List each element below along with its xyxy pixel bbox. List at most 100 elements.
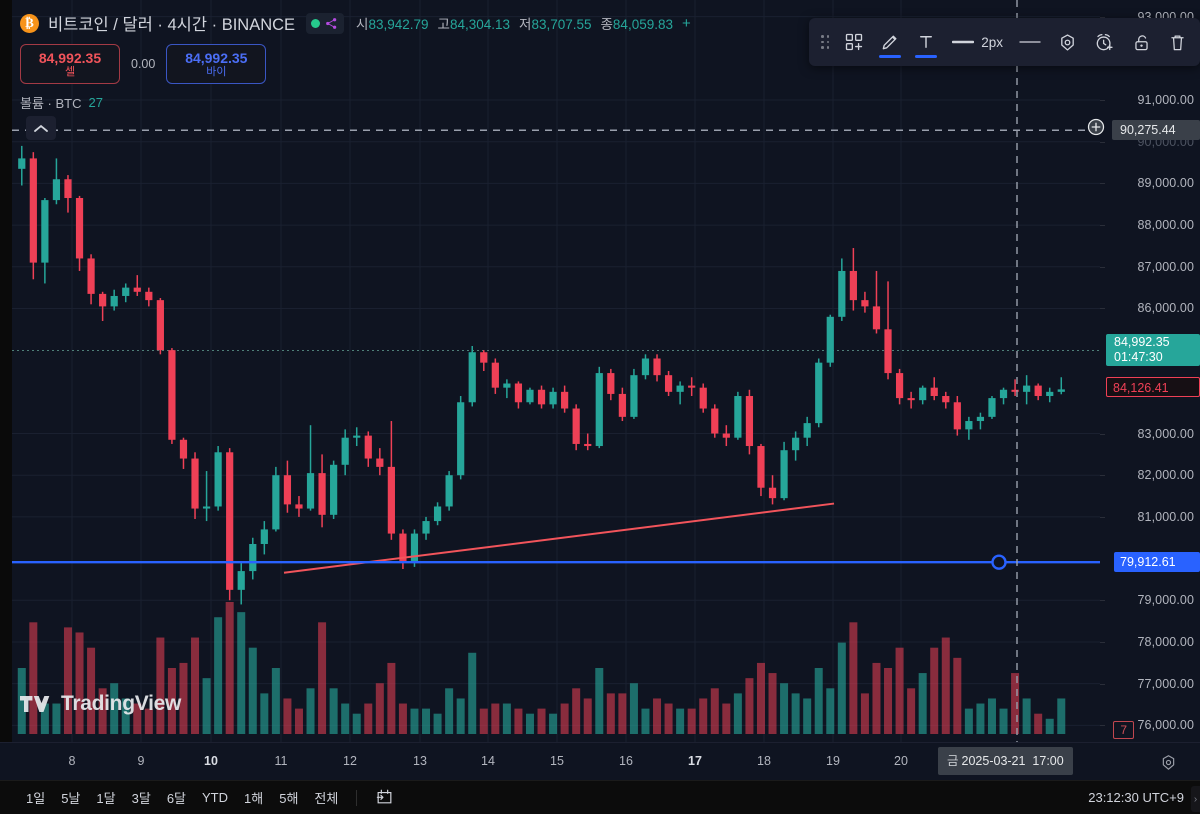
price-tick bbox=[1100, 600, 1105, 602]
chart-plot-area[interactable] bbox=[12, 0, 1100, 742]
chevron-up-icon bbox=[34, 124, 48, 132]
spread-value: 0.00 bbox=[131, 57, 156, 71]
price-axis-label-10: 78,000.00 bbox=[1137, 634, 1194, 649]
add-alert-at-price-button[interactable] bbox=[1086, 117, 1106, 143]
price-axis-label-11: 77,000.00 bbox=[1137, 676, 1194, 691]
symbol-row[interactable]: ₿ 비트코인 / 달러 · 4시간 · BINANCE 시83,942.79 고8… bbox=[20, 10, 691, 36]
right-panel-expand-handle[interactable]: › bbox=[1191, 786, 1200, 812]
line-style-button[interactable] bbox=[1012, 22, 1048, 62]
range-button-2[interactable]: 1달 bbox=[96, 791, 116, 806]
crosshair-price-value: 90,275.44 bbox=[1120, 123, 1176, 138]
calendar-goto-icon bbox=[377, 789, 392, 803]
range-button-6[interactable]: 1해 bbox=[244, 791, 264, 806]
range-button-7[interactable]: 5해 bbox=[279, 791, 299, 806]
line-width-button[interactable]: 2px bbox=[945, 22, 1010, 62]
last-price-value: 84,992.35 bbox=[1114, 335, 1170, 350]
time-axis-label-17: 17 bbox=[688, 754, 702, 768]
blue-line-price-tag[interactable]: 79,912.61 bbox=[1114, 552, 1200, 573]
price-tick bbox=[1100, 141, 1105, 143]
text-color-button[interactable] bbox=[909, 22, 943, 62]
drag-handle[interactable] bbox=[815, 35, 835, 49]
bottom-toolbar[interactable]: 1일 5날 1달 3달 6달 YTD 1해 5해 전체 23:12:30 UTC+9 bbox=[0, 780, 1200, 814]
ohlc-key: 종 bbox=[600, 17, 613, 32]
time-axis-label-19: 19 bbox=[826, 754, 840, 768]
lock-button[interactable] bbox=[1124, 22, 1158, 62]
price-axis-label-6: 83,000.00 bbox=[1137, 426, 1194, 441]
add-alert-button[interactable] bbox=[1087, 22, 1122, 62]
time-axis-label-12: 12 bbox=[343, 754, 357, 768]
time-axis[interactable]: 금 2025-03-21 17:00 8 9 10 11 12 13 14 15 16 17 18 19… bbox=[0, 742, 1200, 780]
status-pill[interactable] bbox=[306, 12, 345, 34]
price-axis-label-12: 76,000.00 bbox=[1137, 718, 1194, 733]
symbol-title[interactable]: 비트코인 / 달러 · 4시간 · BINANCE bbox=[48, 16, 296, 34]
last-price-tag: 84,992.35 01:47:30 bbox=[1106, 334, 1200, 367]
pencil-active-indicator bbox=[879, 55, 902, 58]
gear-icon bbox=[1061, 33, 1074, 51]
price-tick bbox=[1100, 725, 1105, 727]
price-axis-label-1: 91,000.00 bbox=[1137, 93, 1194, 108]
delete-button[interactable] bbox=[1160, 22, 1194, 62]
buy-button[interactable]: 84,992.35 바이 bbox=[166, 44, 267, 84]
gear-icon bbox=[1162, 755, 1175, 770]
price-axis-label-9: 79,000.00 bbox=[1137, 593, 1194, 608]
time-axis-label-10: 10 bbox=[204, 754, 218, 768]
price-tick bbox=[1100, 100, 1105, 102]
bitcoin-icon: ₿ bbox=[20, 13, 39, 33]
sell-label: 셀 bbox=[64, 65, 76, 78]
price-axis-label-2: 89,000.00 bbox=[1137, 176, 1194, 191]
time-axis-label-14: 14 bbox=[481, 754, 495, 768]
range-button-4[interactable]: 6달 bbox=[166, 791, 187, 806]
price-tick bbox=[1100, 16, 1105, 18]
text-active-indicator bbox=[915, 55, 938, 58]
collapse-legend-button[interactable] bbox=[26, 116, 56, 140]
settings-button[interactable] bbox=[1050, 22, 1085, 62]
text-icon bbox=[920, 36, 933, 48]
prev-close-tag: 84,126.41 bbox=[1106, 376, 1200, 397]
price-tick bbox=[1100, 683, 1105, 685]
price-tick bbox=[1100, 225, 1105, 227]
clock-text[interactable]: 23:12:30 UTC+9 bbox=[1088, 790, 1184, 805]
sell-button[interactable]: 84,992.35 셀 bbox=[20, 44, 120, 84]
trash-icon bbox=[1170, 35, 1184, 50]
trade-buttons-row: 84,992.35 셀 0.00 84,992.35 바이 bbox=[20, 44, 691, 84]
range-button-3[interactable]: 3달 bbox=[131, 791, 151, 806]
ohlc-value: 84,304.13 bbox=[449, 17, 511, 32]
alert-clock-icon bbox=[1096, 33, 1113, 50]
price-tick bbox=[1100, 475, 1105, 477]
range-buttons[interactable]: 1일 5날 1달 3달 6달 YTD 1해 5해 전체 bbox=[18, 785, 346, 810]
time-crosshair-tooltip: 금 2025-03-21 17:00 bbox=[938, 747, 1073, 775]
time-axis-label-18: 18 bbox=[757, 754, 771, 768]
buy-label: 바이 bbox=[206, 65, 227, 78]
range-button-8[interactable]: 전체 bbox=[314, 791, 339, 806]
templates-button[interactable] bbox=[837, 22, 871, 62]
unlock-icon bbox=[1134, 34, 1148, 50]
price-tick bbox=[1100, 433, 1105, 435]
price-axis-label-5: 86,000.00 bbox=[1137, 301, 1194, 316]
time-axis-label-8: 8 bbox=[68, 754, 76, 768]
share-icon[interactable] bbox=[324, 16, 339, 31]
line-style-icon bbox=[1019, 41, 1041, 43]
sell-price: 84,992.35 bbox=[38, 49, 102, 66]
range-button-1[interactable]: 5날 bbox=[61, 791, 81, 806]
drawing-toolbar[interactable]: 2px bbox=[809, 18, 1200, 66]
price-axis-label-7: 82,000.00 bbox=[1137, 468, 1194, 483]
ohlc-values: 시83,942.79 고84,304.13 저83,707.55 종84,059.83… bbox=[356, 13, 691, 33]
price-axis-label-3: 88,000.00 bbox=[1137, 218, 1194, 233]
time-axis-settings-button[interactable] bbox=[1159, 753, 1178, 777]
tooltip-dayofweek: 금 bbox=[947, 754, 959, 768]
goto-date-button[interactable] bbox=[367, 784, 402, 812]
ohlc-value: 83,942.79 bbox=[368, 17, 429, 32]
time-axis-label-11: 11 bbox=[274, 754, 288, 768]
plus-circle-icon bbox=[1087, 119, 1105, 136]
range-button-5[interactable]: YTD bbox=[202, 790, 229, 805]
price-tick bbox=[1100, 308, 1105, 310]
time-axis-label-15: 15 bbox=[550, 754, 564, 768]
price-axis-label-4: 87,000.00 bbox=[1137, 259, 1194, 274]
price-axis[interactable]: 93,000.00 91,000.00 89,000.00 88,000.00 87,0… bbox=[1087, 0, 1200, 742]
pencil-color-button[interactable] bbox=[873, 22, 907, 62]
ohlc-pair-1: 고84,304.13 bbox=[438, 13, 510, 33]
range-button-0[interactable]: 1일 bbox=[26, 791, 46, 806]
ohlc-value: 83,707.55 bbox=[531, 17, 592, 32]
volume-legend[interactable]: 볼륨 · BTC 27 bbox=[20, 93, 691, 112]
